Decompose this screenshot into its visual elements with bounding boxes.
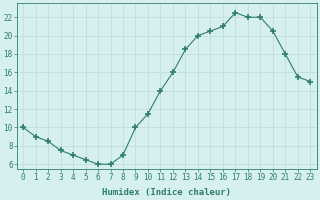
X-axis label: Humidex (Indice chaleur): Humidex (Indice chaleur) (102, 188, 231, 197)
